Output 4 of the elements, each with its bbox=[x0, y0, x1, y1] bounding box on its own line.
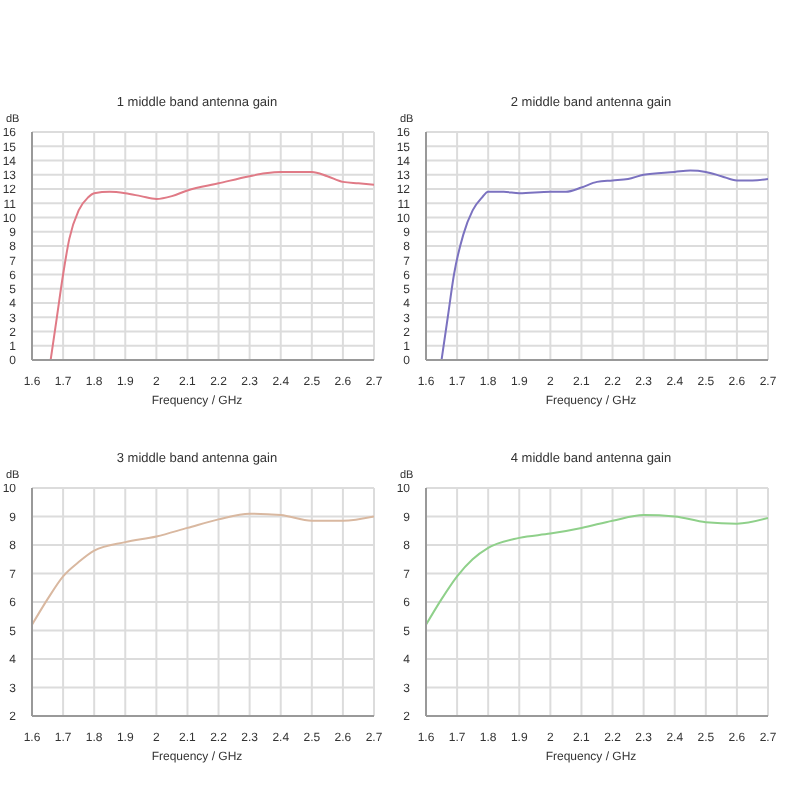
line-series bbox=[426, 514, 768, 626]
line-series bbox=[49, 170, 374, 360]
line-series bbox=[32, 512, 374, 626]
line-series bbox=[440, 169, 768, 360]
